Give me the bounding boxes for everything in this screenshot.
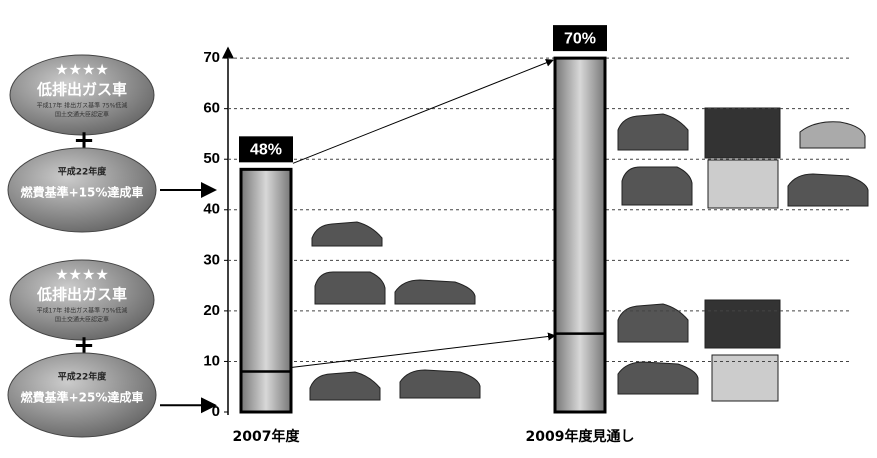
badge-year: 平成22年度	[58, 371, 108, 383]
growth-arrow	[292, 58, 554, 164]
badge-target: 燃費基準+15%達成車	[21, 185, 144, 200]
badge-bottom	[7, 147, 157, 233]
badge-note: 平成17年 排出ガス基準 75%低減	[37, 102, 128, 110]
badge-note: 国土交通大臣認定車	[55, 316, 109, 324]
bar	[553, 56, 607, 414]
badge-title: 低排出ガス車	[36, 81, 127, 99]
growth-arrow	[290, 332, 556, 369]
value-label: 48%	[250, 142, 282, 159]
y-tick-label: 40	[203, 201, 220, 218]
y-tick-label: 0	[212, 403, 220, 420]
y-tick-label: 10	[203, 352, 220, 369]
value-label: 70%	[564, 30, 596, 47]
badge-year: 平成22年度	[58, 166, 108, 178]
y-tick-label: 30	[203, 251, 220, 268]
badge-stars: ★★★★	[55, 266, 109, 284]
badge-top	[9, 259, 155, 341]
value-label-box	[553, 25, 607, 52]
y-tick-label: 20	[203, 302, 220, 319]
x-tick-label: 2009年度見通し	[526, 428, 635, 445]
badge-stars: ★★★★	[55, 61, 109, 79]
badge-bottom	[7, 352, 157, 438]
value-label-box	[239, 136, 293, 163]
badge-note: 平成17年 排出ガス基準 75%低減	[37, 307, 128, 315]
y-tick-label: 50	[203, 150, 220, 167]
badge-target: 燃費基準+25%達成車	[21, 390, 144, 405]
x-tick-label: 2007年度	[233, 428, 301, 445]
badge-title: 低排出ガス車	[36, 286, 127, 304]
bar	[239, 167, 293, 414]
badge-note: 国土交通大臣認定車	[55, 111, 109, 119]
badge-top	[9, 54, 155, 136]
y-tick-label: 60	[203, 100, 220, 117]
car-photos	[309, 107, 869, 402]
y-tick-label: 70	[203, 49, 220, 66]
